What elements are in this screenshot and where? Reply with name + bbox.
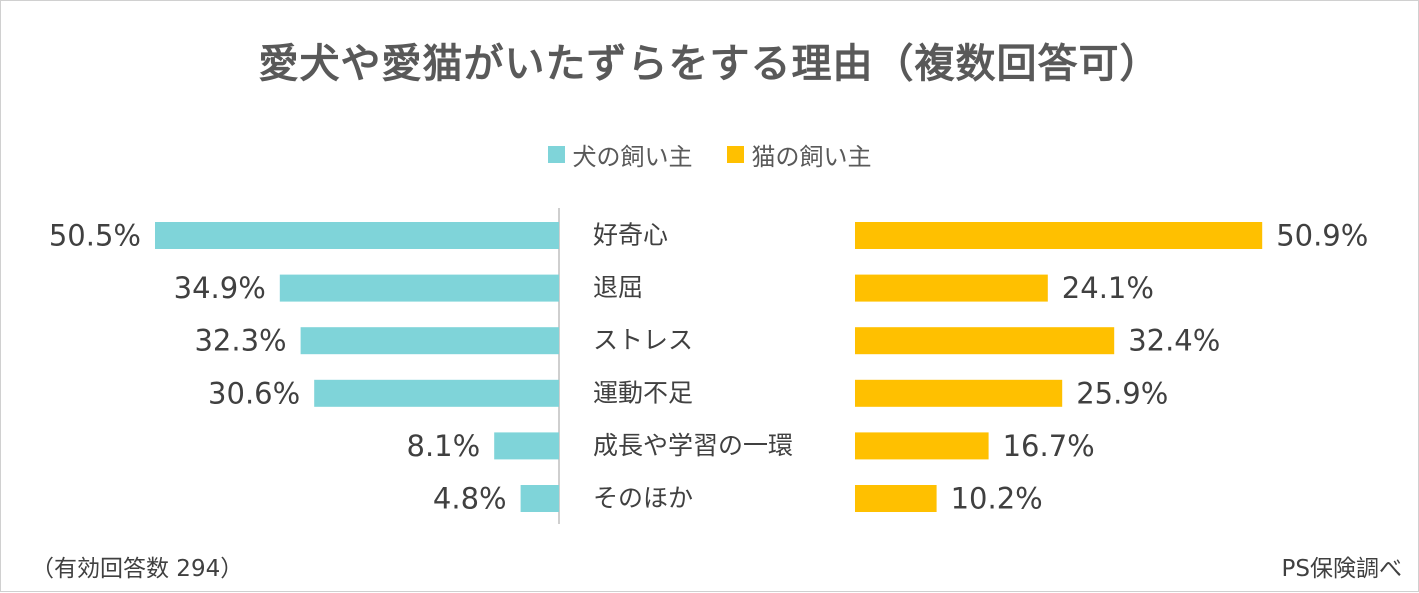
dog-value-label-0: 50.5% [49,219,141,253]
cat-bar-4 [855,432,989,460]
legend-label-dog: 犬の飼い主 [572,143,693,171]
sample-size-note: （有効回答数 294） [31,556,244,582]
category-label-4: 成長や学習の一環 [593,431,793,460]
dog-value-label-1: 34.9% [174,271,266,305]
category-label-2: ストレス [593,326,693,355]
dog-value-label-3: 30.6% [208,376,300,410]
dog-bar-1 [279,274,559,302]
dog-bar-3 [314,379,559,407]
legend-item-cat: 猫の飼い主 [726,137,872,172]
cat-value-label-1: 24.1% [1062,271,1154,305]
cat-value-label-0: 50.9% [1276,219,1368,253]
cat-value-label-4: 16.7% [1003,429,1095,463]
dog-bar-0 [155,222,559,249]
dog-value-label-4: 8.1% [407,429,481,463]
dog-bar-4 [494,432,559,460]
dog-value-label-2: 32.3% [194,324,286,358]
category-label-5: そのほか [593,484,693,513]
category-label-3: 運動不足 [593,378,693,407]
cat-bar-5 [855,485,937,512]
legend-swatch-cat [726,146,744,163]
cat-value-label-3: 25.9% [1076,376,1168,410]
legend-label-cat: 猫の飼い主 [751,143,872,171]
legend-swatch-dog [547,146,565,163]
cat-value-label-5: 10.2% [951,482,1043,516]
cat-bar-2 [855,327,1115,355]
category-label-1: 退屈 [593,273,643,302]
cat-bar-1 [855,274,1048,302]
dog-value-label-5: 4.8% [433,482,507,516]
chart-title: 愛犬や愛猫がいたずらをする理由（複数回答可） [258,41,1161,87]
dog-bar-5 [520,485,559,512]
chart-legend: 犬の飼い主 猫の飼い主 [1,137,1418,172]
cat-bar-3 [855,379,1063,407]
source-note: PS保険調べ [1281,556,1402,582]
cat-value-label-2: 32.4% [1128,324,1220,358]
dog-bar-2 [300,327,559,355]
category-label-0: 好奇心 [593,221,668,250]
cat-bar-0 [855,222,1263,249]
legend-item-dog: 犬の飼い主 [547,137,693,172]
